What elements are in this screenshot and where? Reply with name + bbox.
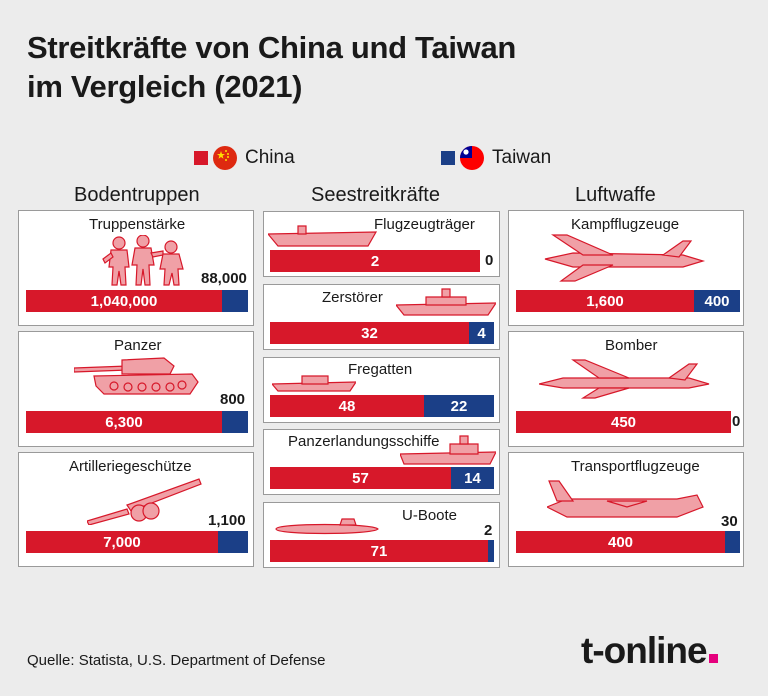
panel-landing-label: Panzerlandungsschiffe — [288, 433, 440, 450]
panel-transport: Transportflugzeuge 30 400 — [508, 452, 744, 567]
frigates-taiwan-bar: 22 — [424, 395, 494, 417]
transport-china-bar: 400 — [516, 531, 725, 553]
submarine-icon — [275, 518, 379, 535]
legend-taiwan: Taiwan — [441, 146, 551, 170]
fighters-china-bar: 1,600 — [516, 290, 694, 312]
panel-frigates-label: Fregatten — [348, 361, 413, 378]
fighters-taiwan-bar: 400 — [694, 290, 740, 312]
aircraft-carrier-icon — [268, 225, 378, 247]
artillery-taiwan-bar — [218, 531, 248, 553]
taiwan-flag-icon — [460, 146, 484, 170]
landing-ship-icon — [400, 435, 496, 465]
panel-artillery-label: Artilleriegeschütze — [69, 458, 192, 475]
panel-transport-label: Transportflugzeuge — [571, 458, 700, 475]
china-flag-icon — [213, 146, 237, 170]
section-sea: Seestreitkräfte — [311, 184, 440, 206]
panel-landing: Panzerlandungsschiffe 57 14 — [263, 429, 500, 495]
artillery-china-bar: 7,000 — [26, 531, 218, 553]
panel-carriers-label: Flugzeugträger — [374, 216, 475, 233]
legend: China Taiwan — [0, 146, 768, 172]
panel-artillery: Artilleriegeschütze 1,100 7,000 — [18, 452, 254, 567]
landing-china-bar: 57 — [270, 467, 451, 489]
frigate-icon — [272, 375, 356, 392]
troops-taiwan-bar — [222, 290, 248, 312]
panel-subs: U-Boote 2 71 — [263, 502, 500, 568]
fighter-jet-icon — [544, 234, 706, 282]
logo-dot — [708, 654, 718, 663]
legend-china-label: China — [245, 147, 295, 168]
tank-icon — [74, 357, 199, 395]
troops-bar: 1,040,000 — [26, 290, 248, 312]
bombers-taiwan-ext-label: 0 — [732, 413, 741, 430]
legend-taiwan-label: Taiwan — [492, 147, 552, 168]
panel-troops: Truppenstärke 88,000 1,040,000 — [18, 210, 254, 326]
transport-taiwan-ext-label: 30 — [721, 513, 738, 530]
carriers-bar: 2 — [270, 250, 480, 272]
transport-plane-icon — [547, 480, 704, 518]
artillery-bar: 7,000 — [26, 531, 248, 553]
subs-bar: 71 — [270, 540, 494, 562]
panel-troops-label: Truppenstärke — [89, 216, 186, 233]
panel-tanks: Panzer 800 6,300 — [18, 331, 254, 447]
artillery-icon — [87, 478, 202, 525]
chart-title: Streitkräfte von China und Taiwan im Ver… — [27, 28, 516, 106]
legend-china: China — [194, 146, 295, 170]
artillery-taiwan-ext-label: 1,100 — [208, 512, 246, 529]
destroyers-china-bar: 32 — [270, 322, 469, 344]
panel-carriers: Flugzeugträger 2 0 — [263, 211, 500, 277]
frigates-bar: 48 22 — [270, 395, 494, 417]
carriers-china-bar: 2 — [270, 250, 480, 272]
landing-bar: 57 14 — [270, 467, 494, 489]
section-air: Luftwaffe — [575, 184, 656, 206]
troops-china-bar: 1,040,000 — [26, 290, 222, 312]
bomber-icon — [539, 359, 710, 399]
logo-text: t-online — [581, 630, 708, 671]
tanks-bar: 6,300 — [26, 411, 248, 433]
tanks-taiwan-bar — [222, 411, 248, 433]
section-ground: Bodentruppen — [74, 184, 200, 206]
taiwan-swatch — [441, 151, 455, 165]
subs-china-bar: 71 — [270, 540, 488, 562]
frigates-china-bar: 48 — [270, 395, 424, 417]
panel-destroyers: Zerstörer 32 4 — [263, 284, 500, 350]
destroyers-taiwan-bar: 4 — [469, 322, 494, 344]
landing-taiwan-bar: 14 — [451, 467, 494, 489]
source-note: Quelle: Statista, U.S. Department of Def… — [27, 652, 326, 669]
destroyers-bar: 32 4 — [270, 322, 494, 344]
bombers-china-bar: 450 — [516, 411, 731, 433]
fighters-bar: 1,600 400 — [516, 290, 740, 312]
china-swatch — [194, 151, 208, 165]
troops-taiwan-ext-label: 88,000 — [201, 270, 247, 287]
title-line-2: im Vergleich (2021) — [27, 69, 303, 104]
soldiers-icon — [102, 235, 184, 286]
panel-frigates: Fregatten 48 22 — [263, 357, 500, 423]
tanks-taiwan-ext-label: 800 — [220, 391, 246, 408]
panel-destroyers-label: Zerstörer — [322, 289, 383, 306]
panel-bombers: Bomber 450 0 — [508, 331, 744, 447]
panel-bombers-label: Bomber — [605, 337, 658, 354]
subs-taiwan-bar — [488, 540, 494, 562]
transport-taiwan-bar — [725, 531, 740, 553]
panel-tanks-label: Panzer — [114, 337, 162, 354]
title-line-1: Streitkräfte von China und Taiwan — [27, 30, 517, 65]
panel-fighters-label: Kampfflugzeuge — [571, 216, 680, 233]
destroyer-icon — [396, 288, 496, 316]
subs-taiwan-ext-label: 2 — [484, 522, 493, 539]
tanks-china-bar: 6,300 — [26, 411, 222, 433]
transport-bar: 400 — [516, 531, 740, 553]
brand-logo: t-online — [581, 630, 718, 672]
carriers-taiwan-ext-label: 0 — [485, 252, 494, 269]
bombers-bar: 450 — [516, 411, 731, 433]
panel-subs-label: U-Boote — [402, 507, 458, 524]
panel-fighters: Kampfflugzeuge 1,600 400 — [508, 210, 744, 326]
